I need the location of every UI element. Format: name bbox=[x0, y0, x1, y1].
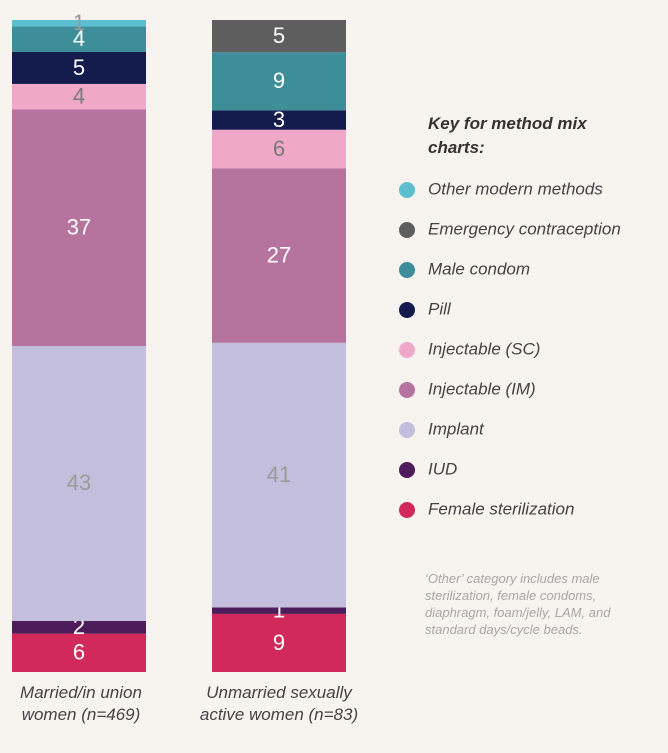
legend-label: Injectable (SC) bbox=[428, 339, 540, 358]
legend-marker bbox=[399, 342, 415, 358]
value-label: 6 bbox=[73, 640, 85, 665]
legend-marker bbox=[399, 222, 415, 238]
bar-segment bbox=[212, 342, 346, 608]
bar-segment bbox=[12, 633, 146, 672]
legend-marker bbox=[399, 182, 415, 198]
value-label: 41 bbox=[267, 462, 291, 487]
value-label: 43 bbox=[67, 470, 91, 495]
legend-marker bbox=[399, 462, 415, 478]
bar-segment bbox=[212, 20, 346, 53]
bar-segment bbox=[12, 20, 146, 27]
legend-label: IUD bbox=[428, 459, 457, 478]
legend-marker bbox=[399, 262, 415, 278]
legend-marker bbox=[399, 382, 415, 398]
value-label: 9 bbox=[273, 68, 285, 93]
value-label: 1 bbox=[73, 10, 85, 35]
value-label: 4 bbox=[73, 84, 85, 109]
bar-segment bbox=[12, 51, 146, 84]
legend-marker bbox=[399, 422, 415, 438]
legend-label: Other modern methods bbox=[428, 179, 603, 198]
bar-segment bbox=[12, 109, 146, 346]
bar-segment bbox=[212, 607, 346, 614]
category-label: Unmarried sexually active women (n=83) bbox=[199, 683, 359, 724]
legend-label: Male condom bbox=[428, 259, 530, 278]
legend-label: Injectable (IM) bbox=[428, 379, 536, 398]
value-label: 6 bbox=[273, 136, 285, 161]
category-label: Married/in union women (n=469) bbox=[20, 683, 142, 724]
legend-title: Key for method mix charts: bbox=[428, 114, 587, 157]
legend-label: Emergency contraception bbox=[428, 219, 621, 238]
legend-marker bbox=[399, 302, 415, 318]
bar-segment bbox=[12, 620, 146, 634]
value-label: 27 bbox=[267, 242, 291, 267]
note: ‘Other’ category includes male steriliza… bbox=[425, 571, 611, 637]
legend-marker bbox=[399, 502, 415, 518]
value-label: 3 bbox=[273, 107, 285, 132]
value-label: 37 bbox=[67, 215, 91, 240]
bar-segment bbox=[212, 129, 346, 169]
bar-segment bbox=[212, 613, 346, 672]
legend-label: Implant bbox=[428, 419, 485, 438]
value-label: 4 bbox=[73, 26, 85, 51]
value-label: 5 bbox=[73, 55, 85, 80]
value-label: 9 bbox=[273, 630, 285, 655]
bar-segment bbox=[12, 346, 146, 621]
bar-segment bbox=[12, 83, 146, 110]
bar-segment bbox=[212, 168, 346, 343]
value-label: 5 bbox=[273, 23, 285, 48]
legend-label: Pill bbox=[428, 299, 452, 318]
bar-segment bbox=[212, 110, 346, 130]
bar-segment bbox=[212, 52, 346, 111]
legend-label: Female sterilization bbox=[428, 499, 574, 518]
bar-segment bbox=[12, 26, 146, 52]
